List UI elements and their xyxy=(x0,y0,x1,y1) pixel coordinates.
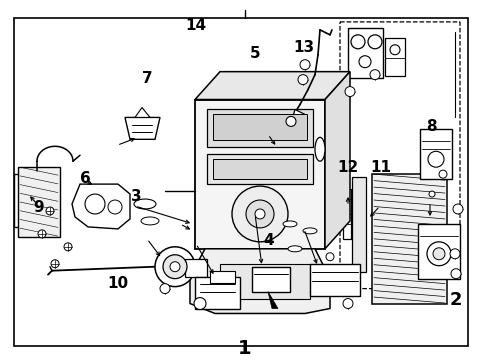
Bar xyxy=(352,177,366,272)
Bar xyxy=(207,109,313,147)
Circle shape xyxy=(194,298,206,310)
Circle shape xyxy=(450,249,460,259)
Circle shape xyxy=(85,194,105,214)
Circle shape xyxy=(232,186,288,242)
Circle shape xyxy=(64,243,72,251)
Circle shape xyxy=(368,35,382,49)
Bar xyxy=(213,114,307,140)
Bar xyxy=(420,129,452,179)
Circle shape xyxy=(345,86,355,96)
Circle shape xyxy=(343,298,353,309)
Bar xyxy=(385,38,405,76)
Circle shape xyxy=(163,255,187,279)
Text: 9: 9 xyxy=(33,199,44,215)
Circle shape xyxy=(370,70,380,80)
Circle shape xyxy=(351,35,365,49)
Text: 5: 5 xyxy=(249,45,260,60)
Bar xyxy=(252,267,290,292)
Text: 12: 12 xyxy=(337,160,359,175)
Bar xyxy=(195,276,240,309)
Circle shape xyxy=(246,200,274,228)
Bar xyxy=(418,224,460,279)
Bar xyxy=(210,271,235,283)
Text: 4: 4 xyxy=(263,233,274,248)
Polygon shape xyxy=(325,72,350,249)
Bar xyxy=(195,99,325,249)
Circle shape xyxy=(326,253,334,261)
Ellipse shape xyxy=(283,221,297,227)
Circle shape xyxy=(439,170,447,178)
Circle shape xyxy=(155,247,195,287)
Polygon shape xyxy=(290,109,305,129)
Circle shape xyxy=(286,116,296,126)
Ellipse shape xyxy=(288,246,302,252)
Bar xyxy=(348,28,383,78)
Circle shape xyxy=(255,209,265,219)
Circle shape xyxy=(359,56,371,68)
Text: 6: 6 xyxy=(80,171,91,186)
Text: 8: 8 xyxy=(426,118,437,134)
Circle shape xyxy=(38,230,46,238)
Text: 7: 7 xyxy=(142,71,152,86)
Circle shape xyxy=(51,260,59,268)
Bar xyxy=(220,264,310,298)
Polygon shape xyxy=(135,108,150,117)
Circle shape xyxy=(390,45,400,55)
Ellipse shape xyxy=(134,199,156,209)
Bar xyxy=(343,189,351,239)
Polygon shape xyxy=(195,72,350,99)
Text: 3: 3 xyxy=(131,189,142,204)
Circle shape xyxy=(108,200,122,214)
Bar xyxy=(207,154,313,184)
Ellipse shape xyxy=(303,228,317,234)
Circle shape xyxy=(451,269,461,279)
Bar xyxy=(18,167,60,237)
Circle shape xyxy=(427,242,451,266)
Text: 2: 2 xyxy=(449,291,462,309)
Circle shape xyxy=(298,75,308,85)
Circle shape xyxy=(160,284,170,293)
Polygon shape xyxy=(72,184,130,229)
Polygon shape xyxy=(125,117,160,139)
Ellipse shape xyxy=(315,137,325,161)
Polygon shape xyxy=(190,249,330,314)
Bar xyxy=(185,259,207,276)
Text: 11: 11 xyxy=(371,160,392,175)
Text: 1: 1 xyxy=(238,339,252,358)
Polygon shape xyxy=(268,292,278,309)
Text: 10: 10 xyxy=(107,275,128,291)
Text: 14: 14 xyxy=(185,18,207,33)
Bar xyxy=(310,264,360,296)
Circle shape xyxy=(429,191,435,197)
Circle shape xyxy=(300,60,310,70)
Polygon shape xyxy=(340,22,460,289)
Text: 13: 13 xyxy=(293,40,315,55)
Circle shape xyxy=(46,207,54,215)
Circle shape xyxy=(433,248,445,260)
Circle shape xyxy=(453,204,463,214)
Circle shape xyxy=(428,151,444,167)
Circle shape xyxy=(170,262,180,272)
Bar xyxy=(213,159,307,179)
Ellipse shape xyxy=(141,217,159,225)
Bar xyxy=(372,174,447,303)
